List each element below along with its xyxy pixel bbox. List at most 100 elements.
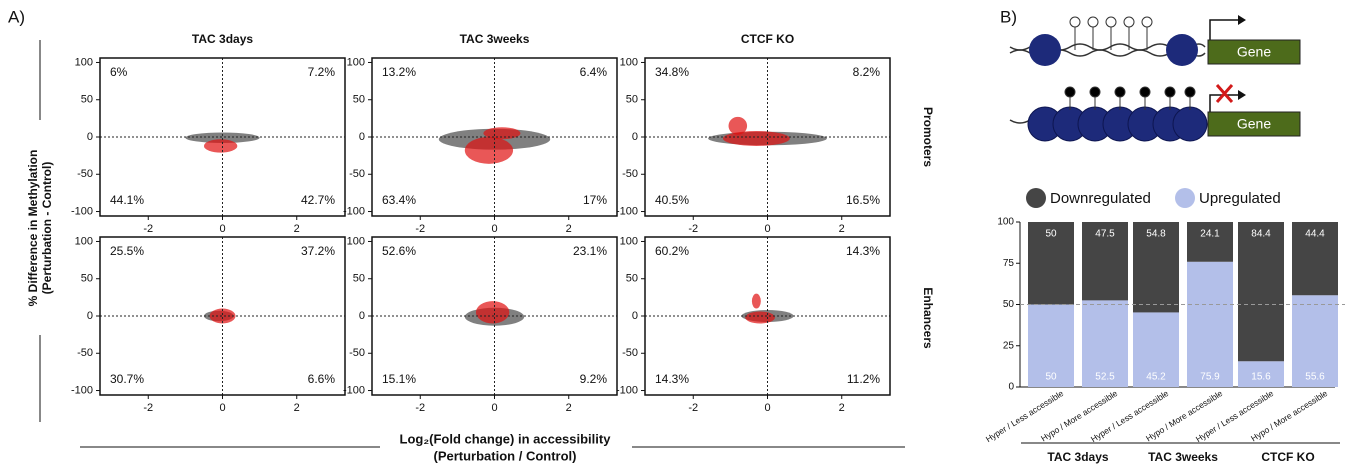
quadrant-label: 16.5%: [846, 193, 880, 207]
quadrant-label: 13.2%: [382, 65, 416, 79]
legend-label: Upregulated: [1199, 190, 1281, 207]
quadrant-label: 23.1%: [573, 244, 607, 258]
point-cloud-highlight: [203, 139, 238, 153]
point-cloud-highlight: [722, 131, 790, 146]
quadrant-label: 63.4%: [382, 193, 416, 207]
point-cloud-highlight: [751, 293, 761, 309]
y-tick-label: 50: [81, 94, 93, 106]
column-title: TAC 3days: [192, 32, 253, 46]
bar-segment: [1292, 295, 1338, 387]
quadrant-label: 37.2%: [301, 244, 335, 258]
y-tick-label: 50: [81, 273, 93, 285]
point-cloud-highlight: [464, 137, 514, 164]
bar-value-label: 50: [1045, 229, 1057, 240]
x-tick-label: 0: [491, 402, 497, 414]
bar-segment: [1028, 304, 1074, 387]
bar-segment: [1133, 222, 1179, 313]
y-tick-label: -50: [349, 347, 365, 359]
group-label: CTCF KO: [1261, 450, 1314, 464]
y-tick-label: -100: [343, 384, 365, 396]
bar-segment: [1238, 361, 1284, 387]
legend-swatch: [1175, 188, 1195, 208]
y-tick-label: -100: [71, 384, 93, 396]
bar-segment: [1187, 222, 1233, 262]
bar-value-label: 75.9: [1200, 372, 1220, 383]
row-label: Promoters: [921, 107, 935, 167]
quadrant-label: 6.4%: [580, 65, 608, 79]
y-tick-label: -100: [616, 205, 638, 217]
x-tick-label: -2: [415, 402, 425, 414]
point-cloud-highlight: [483, 127, 521, 140]
y-tick-label: -50: [622, 347, 638, 359]
y-tick-label: 100: [75, 235, 93, 247]
quadrant-label: 8.2%: [853, 65, 881, 79]
bar-value-label: 44.4: [1305, 229, 1325, 240]
x-tick-label: 2: [294, 402, 300, 414]
quadrant-label: 7.2%: [308, 65, 336, 79]
y-tick-label: 100: [347, 56, 365, 68]
bar-segment: [1082, 300, 1128, 387]
quadrant-label: 11.2%: [847, 372, 880, 386]
x-tick-label: -2: [143, 223, 153, 235]
bar-value-label: 24.1: [1200, 229, 1220, 240]
y-tick-label: 100: [75, 56, 93, 68]
y-tick-label: 0: [632, 131, 638, 143]
quadrant-label: 6%: [110, 65, 128, 79]
x-axis-title: Log₂(Fold change) in accessibility: [400, 431, 612, 446]
y-tick-label: -100: [343, 205, 365, 217]
bar-segment: [1082, 222, 1128, 301]
column-title: CTCF KO: [741, 32, 794, 46]
y-tick-label: 100: [620, 56, 638, 68]
legend-swatch: [1026, 188, 1046, 208]
quadrant-label: 42.7%: [301, 193, 335, 207]
x-tick-label: 0: [219, 223, 225, 235]
point-cloud-highlight: [728, 116, 748, 135]
y-tick-label: -100: [616, 384, 638, 396]
quadrant-label: 15.1%: [382, 372, 416, 386]
bar-value-label: 50: [1045, 372, 1057, 383]
y-tick-label: -50: [77, 168, 93, 180]
x-tick-label: -2: [688, 402, 698, 414]
y-tick-label: 50: [626, 273, 638, 285]
quadrant-label: 14.3%: [846, 244, 880, 258]
quadrant-label: 30.7%: [110, 372, 144, 386]
point-cloud: [185, 132, 260, 143]
quadrant-label: 44.1%: [110, 193, 144, 207]
y-axis-title: % Difference in Methylation (Perturbatio…: [26, 150, 54, 307]
quadrant-label: 25.5%: [110, 244, 144, 258]
diagram: [1009, 15, 1301, 142]
quadrant-label: 14.3%: [655, 372, 689, 386]
quadrant-label: 9.2%: [580, 372, 608, 386]
bar-value-label: 45.2: [1146, 372, 1166, 383]
bar-value-label: 47.5: [1095, 229, 1115, 240]
point-cloud-highlight: [745, 311, 775, 324]
quadrant-label: 52.6%: [382, 244, 416, 258]
y-axis-title-line: % Difference in Methylation: [26, 150, 40, 307]
x-tick-label: 0: [491, 223, 497, 235]
y-tick-label: 100: [347, 235, 365, 247]
quadrant-label: 17%: [583, 193, 607, 207]
quadrant-label: 60.2%: [655, 244, 689, 258]
y-tick-label: 50: [353, 273, 365, 285]
bar-segment: [1187, 261, 1233, 387]
group-label: TAC 3days: [1047, 450, 1108, 464]
y-tick-label: 0: [632, 310, 638, 322]
y-tick-label: 100: [997, 217, 1014, 228]
y-tick-label: 75: [1003, 258, 1015, 269]
x-tick-label: 2: [566, 223, 572, 235]
x-tick-label: -2: [415, 223, 425, 235]
x-tick-label: 2: [839, 223, 845, 235]
quadrant-label: 6.6%: [308, 372, 336, 386]
y-tick-label: 0: [87, 310, 93, 322]
x-tick-label: -2: [688, 223, 698, 235]
gene-label: Gene: [1237, 44, 1271, 60]
y-tick-label: -50: [77, 347, 93, 359]
bar-segment: [1028, 222, 1074, 305]
bar-segment: [1133, 312, 1179, 387]
quadrant-label: 34.8%: [655, 65, 689, 79]
x-tick-label: 0: [764, 223, 770, 235]
quadrant-label: 40.5%: [655, 193, 689, 207]
bar-value-label: 55.6: [1305, 372, 1325, 383]
x-tick-label: 0: [219, 402, 225, 414]
